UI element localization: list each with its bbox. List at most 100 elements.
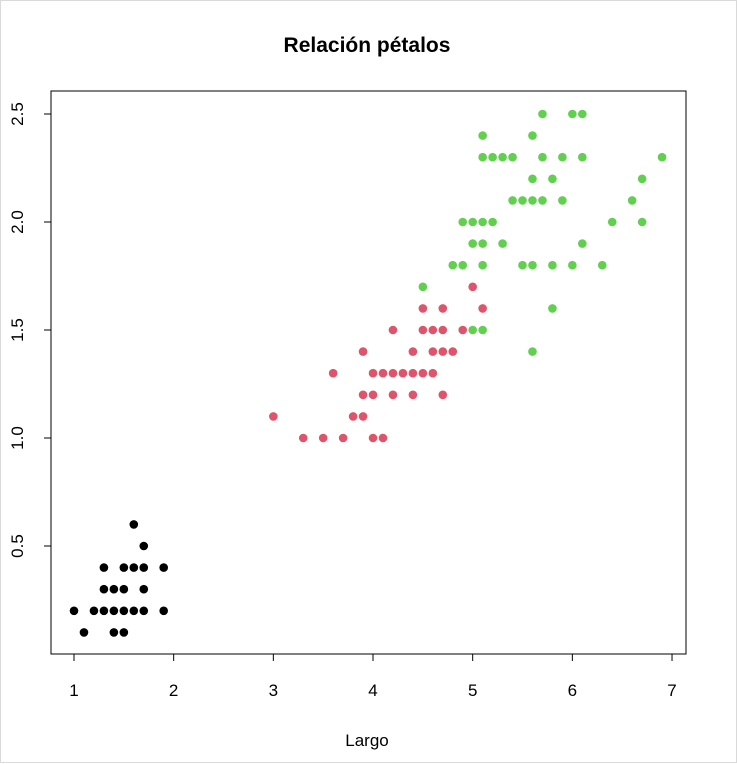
data-point-series-3 [597,260,607,270]
data-point-series-1 [99,563,109,572]
data-point-series-2 [318,433,328,443]
data-point-series-2 [298,433,308,443]
data-point-series-3 [508,152,517,162]
data-point-series-1 [139,541,149,551]
data-point-series-2 [328,368,338,378]
data-point-series-3 [627,196,637,205]
data-point-series-2 [338,433,348,443]
data-point-series-3 [528,131,537,140]
data-point-series-3 [478,131,487,140]
data-point-series-2 [438,304,448,313]
data-point-series-1 [119,563,129,572]
data-point-series-2 [348,412,358,421]
data-point-series-1 [79,628,89,637]
data-point-series-2 [388,325,398,335]
data-point-series-2 [448,347,458,356]
data-point-series-3 [578,152,587,162]
data-point-series-3 [448,260,458,270]
data-point-series-3 [468,239,477,248]
data-point-series-3 [468,217,477,227]
data-point-series-3 [528,174,537,184]
data-point-series-2 [368,390,378,400]
data-point-series-3 [468,325,477,335]
data-point-series-3 [528,347,537,356]
data-point-series-2 [358,347,368,356]
y-tick-label: 2.5 [8,102,27,126]
data-point-series-3 [518,196,527,205]
data-point-series-1 [119,606,129,616]
data-point-series-3 [478,325,487,335]
data-point-series-3 [478,217,487,227]
data-point-series-1 [99,584,109,594]
x-axis: 1 2 3 4 5 6 7 [69,653,677,700]
data-point-series-1 [119,584,129,594]
data-point-series-2 [368,368,378,378]
data-point-series-1 [109,628,119,637]
data-point-series-1 [119,628,129,637]
y-tick-label: 1.5 [8,318,27,342]
data-point-series-1 [139,584,149,594]
data-point-series-3 [538,152,547,162]
data-point-series-2 [438,347,448,356]
data-point-series-1 [109,584,119,594]
data-point-series-1 [129,606,139,616]
data-point-series-3 [637,174,647,184]
x-axis-label: Largo [345,731,388,750]
data-point-series-3 [478,239,487,248]
data-point-series-3 [508,196,517,205]
data-point-series-2 [418,368,428,378]
data-point-series-3 [568,260,577,270]
data-point-series-3 [538,196,547,205]
data-point-series-2 [378,368,388,378]
data-point-series-2 [398,368,408,378]
data-point-series-3 [418,282,428,292]
data-point-series-1 [109,606,119,616]
data-point-series-3 [607,217,617,227]
data-points [69,109,667,637]
data-point-series-3 [458,217,468,227]
data-point-series-2 [428,368,438,378]
data-point-series-1 [159,563,168,572]
data-point-series-3 [478,260,487,270]
data-point-series-3 [528,196,537,205]
data-point-series-3 [558,152,567,162]
x-tick-label: 4 [368,681,377,700]
data-point-series-3 [657,152,667,162]
x-tick-label: 7 [667,681,676,700]
data-point-series-2 [358,390,368,400]
data-point-series-3 [488,152,497,162]
data-point-series-3 [498,152,507,162]
data-point-series-1 [129,563,139,572]
data-point-series-3 [637,217,647,227]
data-point-series-3 [548,304,557,313]
data-point-series-2 [478,304,487,313]
data-point-series-2 [358,412,368,421]
data-point-series-3 [478,152,487,162]
x-tick-label: 1 [69,681,78,700]
data-point-series-2 [269,412,278,421]
x-tick-label: 3 [269,681,278,700]
data-point-series-3 [548,260,557,270]
data-point-series-2 [458,325,468,335]
data-point-series-3 [458,260,468,270]
data-point-series-2 [438,325,448,335]
x-tick-label: 5 [468,681,477,700]
data-point-series-3 [578,109,587,119]
y-tick-label: 0.5 [8,534,27,558]
data-point-series-3 [538,109,547,119]
data-point-series-3 [528,260,537,270]
data-point-series-1 [159,606,168,616]
data-point-series-1 [129,520,139,529]
y-axis: 0.5 1.0 1.5 2.0 2.5 [8,102,52,558]
data-point-series-2 [388,368,398,378]
data-point-series-2 [418,325,428,335]
data-point-series-2 [428,325,438,335]
data-point-series-2 [378,433,388,443]
data-point-series-2 [438,390,448,400]
data-point-series-2 [428,347,438,356]
x-tick-label: 2 [169,681,178,700]
data-point-series-1 [89,606,99,616]
data-point-series-3 [568,109,577,119]
